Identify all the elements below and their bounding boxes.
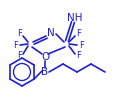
Text: F: F [80,40,84,50]
Text: F: F [77,51,81,61]
Text: F: F [77,30,81,38]
Text: NH: NH [67,13,83,23]
Text: N: N [47,28,55,38]
Text: F: F [14,40,18,50]
Text: F: F [18,30,22,38]
Text: F: F [18,51,22,61]
Text: O: O [41,52,49,62]
Text: B: B [41,67,49,77]
